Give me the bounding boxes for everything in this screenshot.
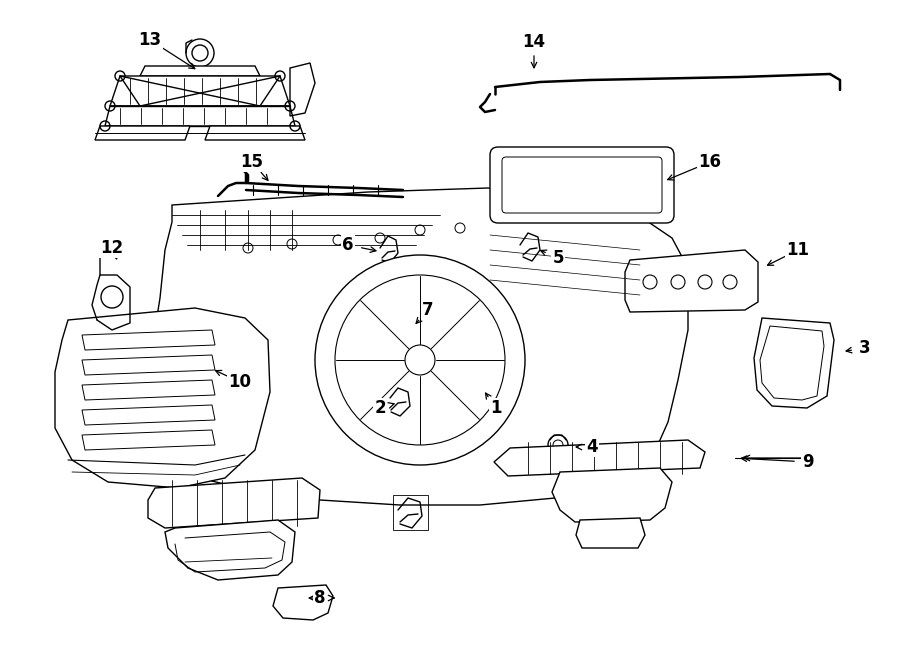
Text: 9: 9 [802,453,814,471]
Text: 6: 6 [342,236,354,254]
Text: 16: 16 [698,153,722,171]
Polygon shape [494,440,705,476]
Polygon shape [95,126,190,140]
FancyBboxPatch shape [490,147,674,223]
Text: 3: 3 [860,339,871,357]
Polygon shape [55,308,270,488]
Polygon shape [205,126,305,140]
Polygon shape [110,76,290,106]
Text: 7: 7 [422,301,434,319]
Polygon shape [105,106,295,126]
Polygon shape [140,66,260,76]
Text: 14: 14 [522,33,545,51]
Polygon shape [552,468,672,522]
Text: 4: 4 [586,438,598,456]
Text: 1: 1 [491,399,502,417]
Text: 5: 5 [553,249,563,267]
Text: 13: 13 [139,31,162,49]
Polygon shape [148,478,320,528]
Text: 15: 15 [240,153,264,171]
Text: 2: 2 [374,399,386,417]
Polygon shape [273,585,333,620]
Text: 12: 12 [101,239,123,257]
Text: 8: 8 [314,589,326,607]
Circle shape [315,255,525,465]
Text: 10: 10 [229,373,251,391]
Polygon shape [576,518,645,548]
Polygon shape [165,520,295,580]
Polygon shape [148,188,688,505]
Polygon shape [754,318,834,408]
Polygon shape [625,250,758,312]
Text: 11: 11 [787,241,809,259]
